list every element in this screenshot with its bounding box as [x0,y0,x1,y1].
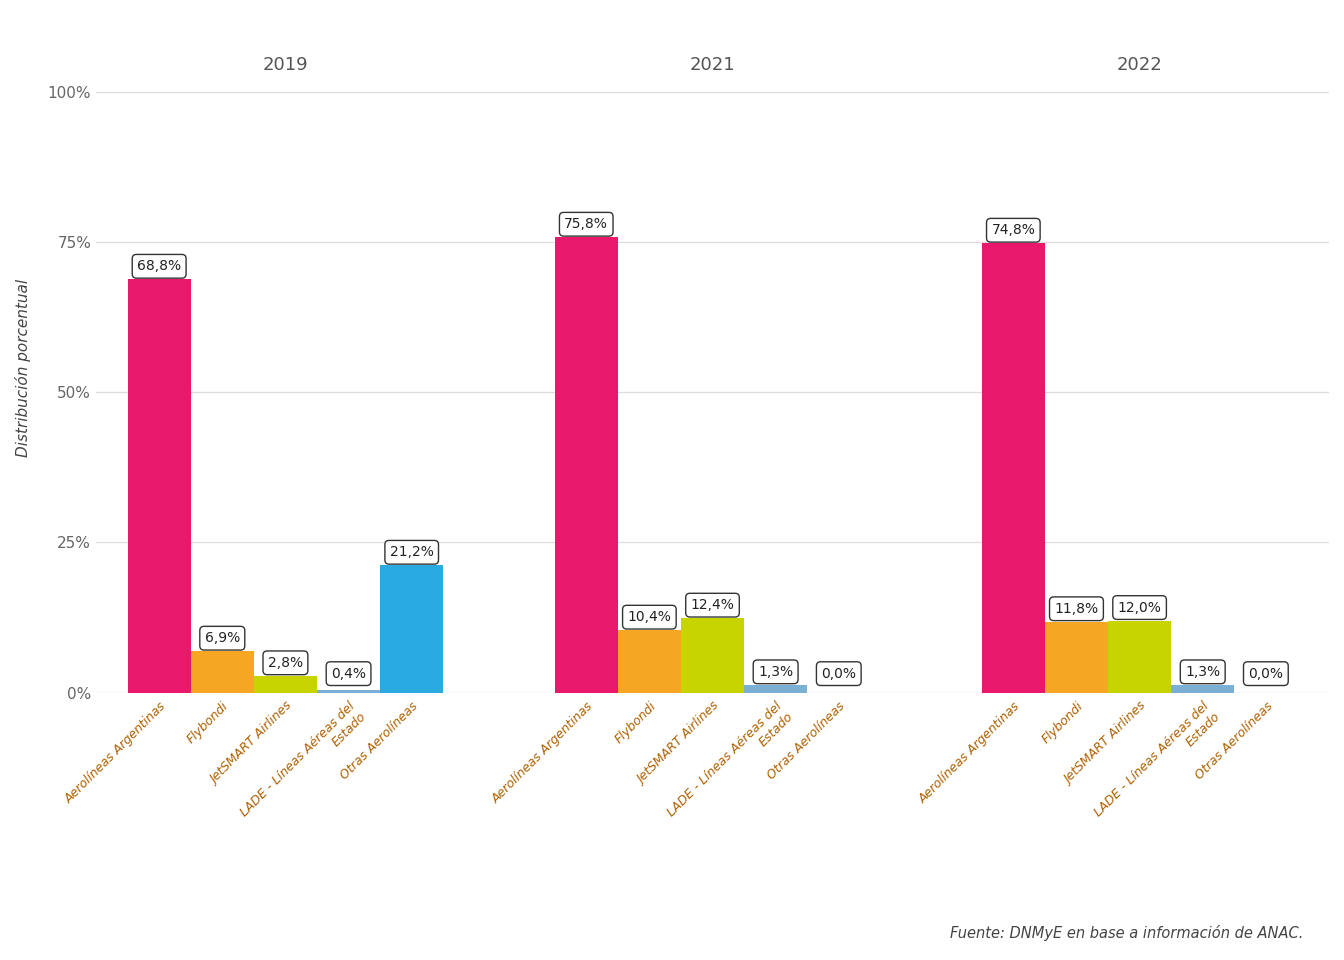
Text: 75,8%: 75,8% [564,217,609,231]
Text: Fuente: DNMyE en base a información de ANAC.: Fuente: DNMyE en base a información de A… [950,924,1304,941]
Bar [981,243,1044,693]
Y-axis label: Distribución porcentual: Distribución porcentual [15,279,31,457]
Text: 2,8%: 2,8% [267,656,302,670]
Bar [555,237,618,693]
Text: 10,4%: 10,4% [628,611,671,624]
Text: 68,8%: 68,8% [137,259,181,274]
Bar [1044,622,1107,693]
Bar [618,630,681,693]
Text: 12,4%: 12,4% [691,598,734,612]
Bar [380,565,444,693]
Text: 6,9%: 6,9% [204,631,241,645]
Text: 2021: 2021 [689,56,735,74]
Bar [1171,684,1234,693]
Bar [681,618,745,693]
Bar [745,684,808,693]
Bar [128,279,191,693]
Text: 21,2%: 21,2% [390,545,434,560]
Text: 0,4%: 0,4% [331,666,366,681]
Text: 0,0%: 0,0% [1249,666,1284,681]
Text: 1,3%: 1,3% [758,665,793,679]
Text: 0,0%: 0,0% [821,666,856,681]
Text: 2022: 2022 [1117,56,1163,74]
Text: 11,8%: 11,8% [1055,602,1098,615]
Bar [191,651,254,693]
Text: 1,3%: 1,3% [1185,665,1220,679]
Bar [317,690,380,693]
Bar [254,676,317,693]
Bar [1107,620,1171,693]
Text: 2019: 2019 [262,56,308,74]
Text: 74,8%: 74,8% [992,224,1035,237]
Text: 12,0%: 12,0% [1118,601,1161,614]
